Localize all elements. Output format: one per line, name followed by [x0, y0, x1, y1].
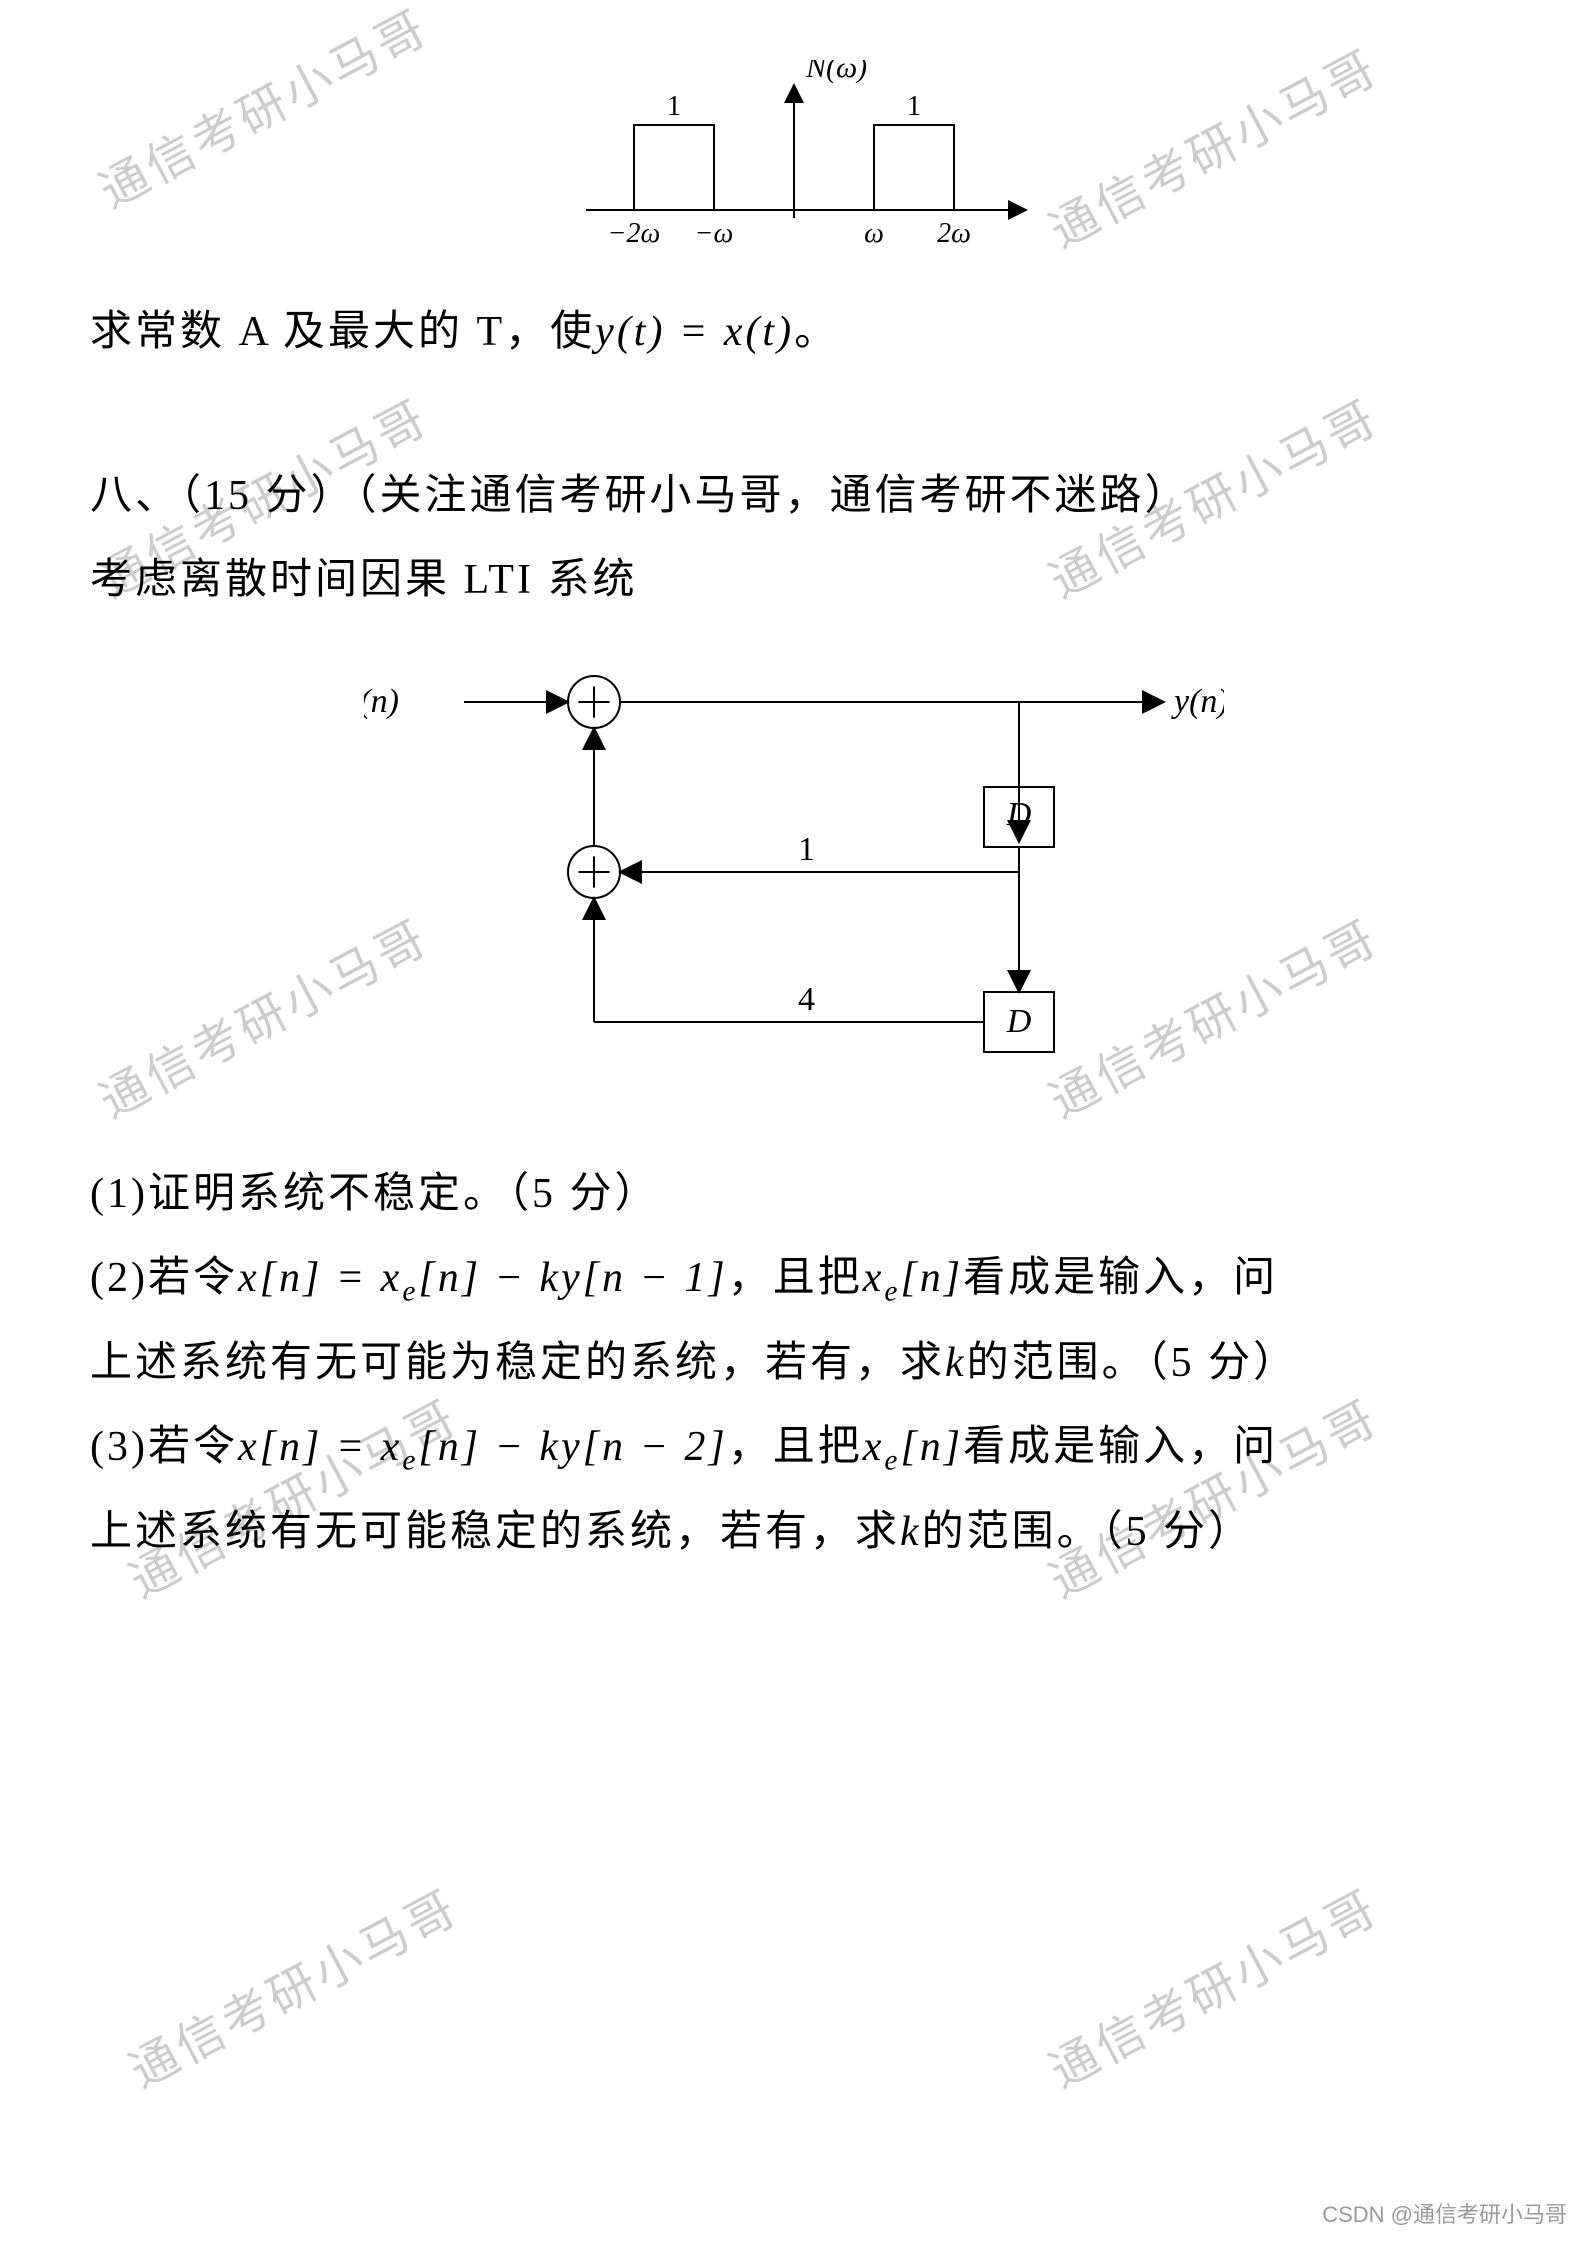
p3-mid: ，且把 — [728, 1424, 863, 1470]
p3-k: k — [900, 1509, 922, 1555]
q8-part2-line2: 上述系统有无可能为稳定的系统，若有，求k的范围。（5 分） — [90, 1321, 1497, 1405]
svg-text:1: 1 — [798, 831, 815, 868]
q8-part3-line1: (3)若令x[n] = xe[n] − ky[n − 2]，且把xe[n]看成是… — [90, 1405, 1497, 1490]
q7-prefix: 求常数 A 及最大的 T，使 — [90, 309, 595, 355]
svg-text:1: 1 — [907, 91, 921, 122]
q8-part1: (1)证明系统不稳定。（5 分） — [90, 1152, 1497, 1236]
q7-eqn: y(t) = x(t) — [595, 309, 794, 355]
q7-suffix: 。 — [794, 309, 839, 355]
footer-credit: CSDN @通信考研小马哥 — [1322, 2197, 1567, 2229]
svg-text:1: 1 — [667, 91, 681, 122]
q8-part3-line2: 上述系统有无可能稳定的系统，若有，求k的范围。（5 分） — [90, 1490, 1497, 1574]
svg-text:−2ω: −2ω — [607, 218, 660, 249]
p3-xe: x — [863, 1424, 885, 1470]
p3-xe-sub: e — [884, 1445, 900, 1477]
p2-a: (2)若令 — [90, 1255, 238, 1301]
svg-text:4: 4 — [798, 981, 815, 1018]
svg-text:N(ω): N(ω) — [805, 60, 867, 84]
p2-xe-b: [n] — [900, 1255, 963, 1301]
p3-after: 看成是输入，问 — [963, 1424, 1278, 1470]
p3-eq-sub: e — [402, 1445, 418, 1477]
watermark-text: 通信考研小马哥 — [1035, 1869, 1389, 2102]
p3-xe-b: [n] — [900, 1424, 963, 1470]
svg-text:ω: ω — [864, 218, 884, 249]
p3-eq: x[n] = x — [238, 1424, 402, 1470]
svg-text:y(n): y(n) — [1171, 683, 1224, 720]
p2-end: 的范围。（5 分） — [967, 1340, 1299, 1386]
svg-text:D: D — [1005, 1003, 1031, 1040]
q7-final-line: 求常数 A 及最大的 T，使y(t) = x(t)。 — [90, 290, 1497, 374]
watermark-text: 通信考研小马哥 — [115, 1869, 469, 2102]
p2-eq-sub: e — [402, 1275, 418, 1307]
p2-mid: ，且把 — [728, 1255, 863, 1301]
spectrum-chart: N(ω) 1 1 −2ω −ω ω 2ω — [90, 60, 1497, 260]
block-diagram-container: x(n) y(n) D 1 D 4 — [90, 652, 1497, 1092]
q8-sub: 考虑离散时间因果 LTI 系统 — [90, 538, 1497, 622]
q8-part2-line1: (2)若令x[n] = xe[n] − ky[n − 1]，且把xe[n]看成是… — [90, 1236, 1497, 1321]
q8-heading: 八、（15 分）（关注通信考研小马哥，通信考研不迷路） — [90, 454, 1497, 538]
p3-end: 的范围。（5 分） — [922, 1509, 1254, 1555]
spectrum-svg: N(ω) 1 1 −2ω −ω ω 2ω — [514, 60, 1074, 260]
p2-k: k — [945, 1340, 967, 1386]
p2-eq: x[n] = x — [238, 1255, 402, 1301]
p3-l2: 上述系统有无可能稳定的系统，若有，求 — [90, 1509, 900, 1555]
svg-text:−ω: −ω — [694, 218, 733, 249]
svg-text:2ω: 2ω — [937, 218, 971, 249]
p2-xe: x — [863, 1255, 885, 1301]
p2-after: 看成是输入，问 — [963, 1255, 1278, 1301]
p3-a: (3)若令 — [90, 1424, 238, 1470]
p2-l2: 上述系统有无可能为稳定的系统，若有，求 — [90, 1340, 945, 1386]
p2-xe-sub: e — [884, 1275, 900, 1307]
block-diagram-svg: x(n) y(n) D 1 D 4 — [364, 652, 1224, 1092]
p3-eq-b: [n] − ky[n − 2] — [418, 1424, 727, 1470]
svg-text:x(n): x(n) — [364, 683, 399, 720]
svg-text:D: D — [1005, 796, 1031, 833]
p2-eq-b: [n] − ky[n − 1] — [418, 1255, 727, 1301]
